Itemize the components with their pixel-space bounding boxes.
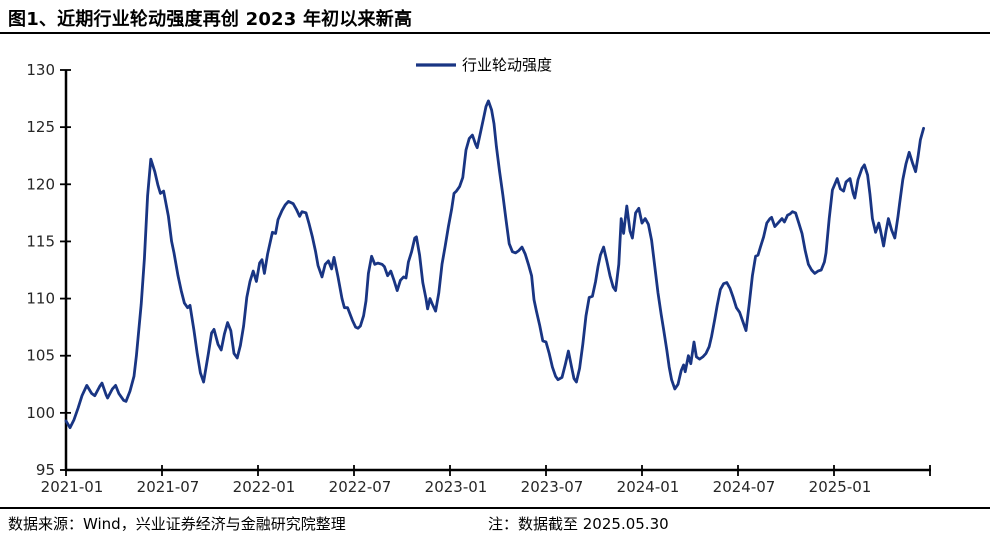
x-axis-tick-label: 2023-01 — [425, 478, 488, 496]
x-axis-tick-label: 2021-07 — [137, 478, 200, 496]
x-axis-tick-label: 2024-01 — [617, 478, 680, 496]
y-axis-tick-label: 120 — [26, 175, 55, 193]
x-axis-tick-label: 2023-07 — [521, 478, 584, 496]
y-axis-tick-label: 105 — [26, 347, 55, 365]
data-source-text: 数据来源：Wind，兴业证券经济与金融研究院整理 — [8, 515, 346, 533]
title-divider — [0, 32, 990, 34]
y-axis-tick-label: 95 — [36, 461, 55, 479]
x-axis-tick-label: 2022-01 — [233, 478, 296, 496]
x-axis-tick-label: 2022-07 — [329, 478, 392, 496]
y-axis-tick-label: 100 — [26, 404, 55, 422]
x-axis-tick-label: 2021-01 — [41, 478, 104, 496]
y-axis-tick-label: 125 — [26, 118, 55, 136]
y-axis-tick-label: 110 — [26, 290, 55, 308]
figure-title: 图1、近期行业轮动强度再创 2023 年初以来新高 — [8, 9, 413, 30]
y-axis-tick-label: 115 — [26, 232, 55, 250]
legend-label: 行业轮动强度 — [462, 56, 552, 74]
series-line — [64, 99, 925, 430]
rotation-intensity-line-chart: 95 100 105 110 115 120 125 130 2021-01 2021-07 202… — [26, 56, 931, 496]
y-axis-tick-label: 130 — [26, 61, 55, 79]
x-axis-tick-label: 2024-07 — [713, 478, 776, 496]
footer-divider — [0, 507, 990, 509]
data-cutoff-note: 注：数据截至 2025.05.30 — [488, 515, 669, 533]
x-axis-tick-label: 2025-01 — [809, 478, 872, 496]
